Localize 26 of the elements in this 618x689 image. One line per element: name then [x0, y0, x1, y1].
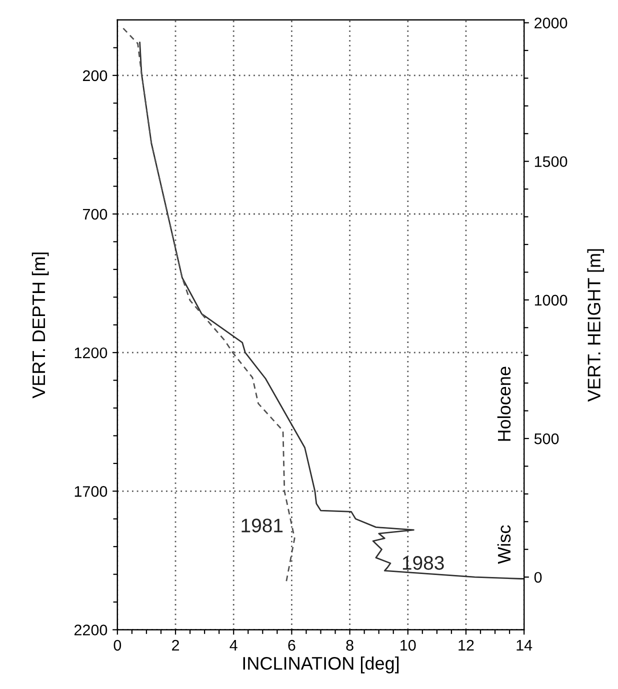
y2-tick-label: 1500	[534, 156, 568, 168]
y2-tick-label: 0	[534, 572, 542, 583]
x-tick-label: 4	[230, 640, 238, 651]
y-tick-label: 1200	[74, 347, 108, 358]
y2-tick-label: 2000	[534, 18, 568, 28]
y-axis-title: VERT. DEPTH [m]	[32, 252, 49, 398]
series-label: 1983	[402, 556, 444, 570]
line-series	[139, 42, 524, 580]
y-tick-label: 200	[82, 70, 108, 82]
x-axis-title: INCLINATION [deg]	[243, 656, 399, 674]
x-tick-label: 8	[346, 640, 354, 651]
x-tick-label: 6	[288, 640, 296, 651]
y2-tick-label: 500	[534, 433, 559, 444]
x-tick-label: 0	[114, 640, 122, 651]
x-tick-label: 14	[516, 640, 532, 651]
y2-axis-title: VERT. HEIGHT [m]	[587, 249, 604, 402]
y-tick-label: 1700	[74, 486, 108, 497]
annotation: Holocene	[497, 366, 511, 441]
annotation: Wisc	[497, 525, 511, 564]
series-label: 1981	[242, 518, 283, 532]
x-tick-label: 12	[458, 640, 474, 651]
x-tick-label: 2	[172, 640, 179, 651]
y2-tick-label: 1000	[534, 294, 568, 306]
y-tick-label: 700	[82, 208, 108, 220]
x-tick-label: 10	[400, 640, 416, 651]
y-tick-label: 2200	[74, 624, 108, 636]
